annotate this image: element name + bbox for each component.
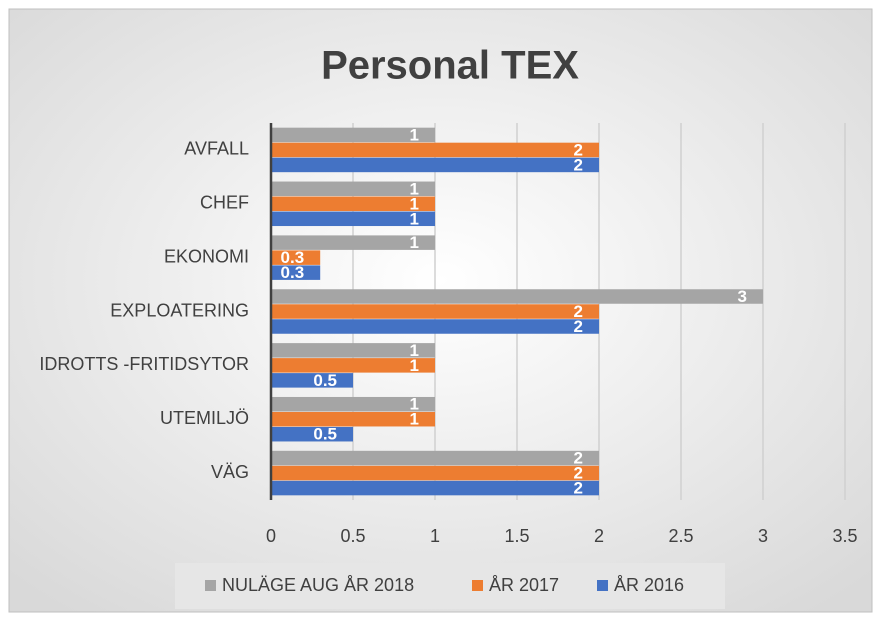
- bar: [271, 411, 435, 427]
- legend-marker: [597, 580, 608, 591]
- bar: [271, 265, 321, 280]
- bar: [271, 127, 435, 143]
- bar: [271, 373, 353, 388]
- data-label: 1: [410, 341, 419, 360]
- x-tick-label: 0.5: [340, 526, 365, 546]
- data-label: 1: [410, 194, 419, 213]
- y-tick-label: IDROTTS -FRITIDSYTOR: [39, 354, 249, 374]
- bar: [271, 465, 599, 481]
- data-label: 1: [410, 125, 419, 144]
- legend-label: ÅR 2017: [489, 575, 559, 595]
- x-tick-label: 2.5: [668, 526, 693, 546]
- bar: [271, 211, 435, 227]
- x-tick-label: 1: [430, 526, 440, 546]
- data-label: 0.5: [313, 425, 337, 444]
- y-tick-label: AVFALL: [184, 139, 249, 159]
- y-tick-label: VÄG: [211, 462, 249, 482]
- bar: [271, 450, 599, 466]
- x-tick-label: 0: [266, 526, 276, 546]
- bar: [271, 181, 435, 197]
- data-label: 0.3: [281, 263, 305, 282]
- bar: [271, 358, 435, 373]
- data-label: 1: [410, 356, 419, 375]
- legend-label: NULÄGE AUG ÅR 2018: [222, 575, 414, 595]
- legend-marker: [205, 580, 216, 591]
- legend-label: ÅR 2016: [614, 575, 684, 595]
- y-tick-label: CHEF: [200, 193, 249, 213]
- data-label: 3: [738, 287, 747, 306]
- data-label: 2: [574, 155, 583, 174]
- data-label: 0.3: [281, 248, 305, 267]
- bar: [271, 196, 435, 212]
- bar: [271, 142, 599, 158]
- bar: [271, 289, 763, 304]
- y-tick-label: EXPLOATERING: [110, 300, 249, 320]
- data-label: 2: [574, 479, 583, 498]
- bar: [271, 343, 435, 358]
- x-tick-label: 1.5: [504, 526, 529, 546]
- x-tick-label: 2: [594, 526, 604, 546]
- data-label: 2: [574, 464, 583, 483]
- bar: [271, 396, 435, 412]
- bar: [271, 304, 599, 319]
- x-tick-label: 3.5: [832, 526, 857, 546]
- data-label: 2: [574, 449, 583, 468]
- y-tick-label: EKONOMI: [164, 246, 249, 266]
- data-label: 2: [574, 302, 583, 321]
- bar: [271, 157, 599, 173]
- legend-marker: [472, 580, 483, 591]
- data-label: 2: [574, 140, 583, 159]
- data-label: 0.5: [313, 371, 337, 390]
- bar: [271, 250, 321, 265]
- bar: [271, 235, 435, 250]
- bar: [271, 319, 599, 334]
- data-label: 2: [574, 317, 583, 336]
- data-label: 1: [410, 233, 419, 252]
- x-tick-label: 3: [758, 526, 768, 546]
- legend-box: [175, 563, 725, 609]
- data-label: 1: [410, 410, 419, 429]
- data-label: 1: [410, 179, 419, 198]
- bar: [271, 426, 353, 442]
- data-label: 1: [410, 395, 419, 414]
- data-label: 1: [410, 209, 419, 228]
- y-tick-label: UTEMILJÖ: [160, 408, 249, 428]
- bar: [271, 480, 599, 496]
- chart-title: Personal TEX: [321, 44, 579, 88]
